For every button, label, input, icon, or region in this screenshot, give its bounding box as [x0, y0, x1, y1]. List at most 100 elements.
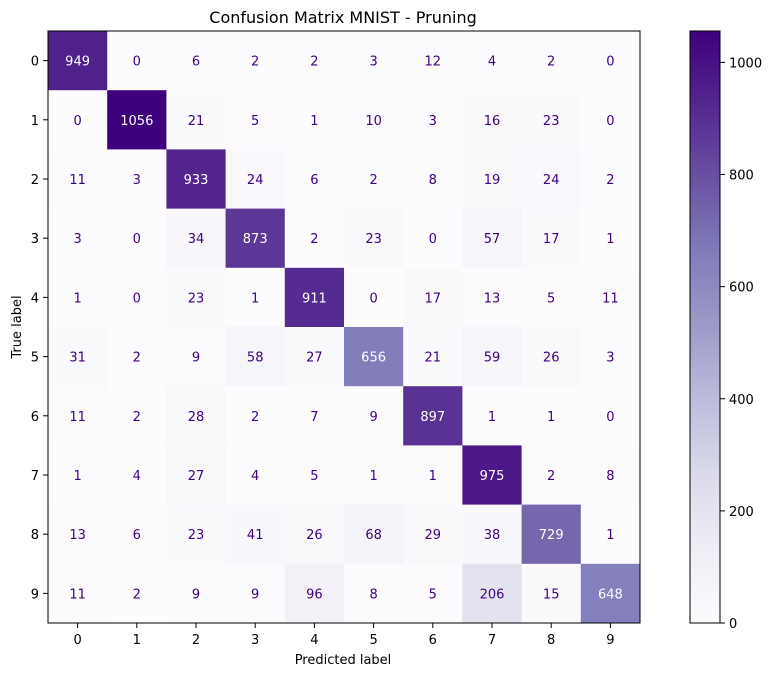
- cell-value-label: 0: [606, 114, 614, 129]
- x-tick-label: 7: [488, 633, 496, 648]
- cell-value-label: 26: [543, 351, 560, 366]
- heatmap-cell: [48, 267, 108, 328]
- cell-value-label: 15: [543, 587, 560, 602]
- heatmap-cell: [284, 267, 345, 328]
- cell-value-label: 9: [251, 587, 259, 602]
- heatmap-cell: [107, 504, 167, 565]
- x-tick-label: 9: [606, 633, 614, 648]
- cell-value-label: 38: [484, 528, 501, 543]
- cell-value-label: 23: [188, 291, 205, 306]
- cell-value-label: 4: [251, 469, 259, 484]
- cell-value-label: 729: [539, 528, 564, 543]
- cell-value-label: 23: [365, 232, 382, 247]
- cell-value-label: 8: [429, 173, 437, 188]
- cell-value-label: 10: [365, 114, 382, 129]
- heatmap-cell: [462, 327, 523, 387]
- heatmap-cell: [48, 149, 108, 210]
- heatmap-cell: [48, 563, 108, 624]
- heatmap-cell: [403, 267, 463, 328]
- cell-value-label: 3: [429, 114, 437, 129]
- cell-value-label: 9: [192, 587, 200, 602]
- cell-value-label: 1: [369, 469, 377, 484]
- cell-value-label: 96: [306, 587, 323, 602]
- heatmap-cell: [521, 327, 582, 387]
- y-tick-label: 4: [31, 291, 39, 306]
- cell-value-label: 31: [69, 351, 86, 366]
- heatmap-cell: [166, 327, 227, 387]
- heatmap-cell: [225, 504, 286, 565]
- cell-value-label: 11: [69, 173, 86, 188]
- heatmap-cell: [225, 445, 286, 506]
- heatmap-cell: [284, 90, 345, 150]
- heatmap-cell: [166, 31, 227, 91]
- cell-value-label: 0: [369, 291, 377, 306]
- heatmap-cell: [403, 31, 463, 91]
- heatmap-cell: [284, 504, 345, 565]
- cell-value-label: 27: [306, 351, 323, 366]
- heatmap-cell: [521, 31, 582, 91]
- heatmap-cell: [403, 386, 463, 446]
- heatmap-cell: [462, 31, 523, 91]
- heatmap-cell: [580, 504, 641, 565]
- cell-value-label: 1: [606, 232, 614, 247]
- cell-value-label: 23: [188, 528, 205, 543]
- cell-value-label: 16: [484, 114, 501, 129]
- cell-value-label: 4: [133, 469, 141, 484]
- x-tick-label: 6: [429, 633, 437, 648]
- heatmap-cell: [521, 267, 582, 328]
- heatmap-cell: [521, 563, 582, 624]
- cell-value-label: 1056: [120, 114, 153, 129]
- heatmap-cell: [462, 90, 523, 150]
- cell-value-label: 21: [425, 351, 442, 366]
- heatmap-cell: [580, 386, 641, 446]
- heatmap-cell: [580, 267, 641, 328]
- cell-value-label: 897: [420, 410, 445, 425]
- cell-value-label: 23: [543, 114, 560, 129]
- cell-value-label: 6: [310, 173, 318, 188]
- heatmap-cell: [107, 149, 167, 210]
- x-tick-label: 8: [547, 633, 555, 648]
- heatmap-cell: [48, 90, 108, 150]
- heatmap-cell: [107, 31, 167, 91]
- y-axis-ticks: 0 1 2 3 4 5 6 7 8 9: [31, 55, 48, 602]
- cell-value-label: 6: [192, 55, 200, 70]
- heatmap-cell: [344, 327, 404, 387]
- heatmap-cell: [166, 445, 227, 506]
- cell-value-label: 5: [251, 114, 259, 129]
- cell-value-label: 3: [73, 232, 81, 247]
- cell-value-label: 1: [429, 469, 437, 484]
- heatmap-cell: [403, 149, 463, 210]
- heatmap-cell: [166, 208, 227, 269]
- heatmap-cell: [166, 90, 227, 150]
- heatmap-cell: [580, 445, 641, 506]
- heatmap-cell: [344, 31, 404, 91]
- cell-value-label: 24: [543, 173, 560, 188]
- heatmap-cell: [107, 90, 167, 150]
- cell-value-label: 2: [310, 232, 318, 247]
- cell-value-label: 2: [547, 469, 555, 484]
- cell-value-label: 0: [73, 114, 81, 129]
- cell-value-label: 911: [302, 291, 327, 306]
- heatmap-cell: [521, 504, 582, 565]
- heatmap-cell: [225, 327, 286, 387]
- heatmap-cell: [284, 149, 345, 210]
- cell-value-label: 0: [606, 410, 614, 425]
- heatmap-cell: [462, 267, 523, 328]
- cell-value-label: 8: [606, 469, 614, 484]
- heatmap-cell: [107, 267, 167, 328]
- heatmap-cell: [580, 31, 641, 91]
- heatmap-cell: [521, 90, 582, 150]
- heatmap-cell: [403, 504, 463, 565]
- y-tick-label: 5: [31, 351, 39, 366]
- heatmap-cell: [225, 149, 286, 210]
- y-tick-label: 0: [31, 55, 39, 70]
- cell-value-label: 1: [310, 114, 318, 129]
- heatmap-cell: [48, 445, 108, 506]
- cell-value-label: 5: [429, 587, 437, 602]
- cell-value-label: 975: [480, 469, 505, 484]
- heatmap-cell: [403, 563, 463, 624]
- x-tick-label: 1: [133, 633, 141, 648]
- cell-value-label: 3: [369, 55, 377, 70]
- heatmap-cell: [462, 563, 523, 624]
- cell-value-label: 1: [73, 291, 81, 306]
